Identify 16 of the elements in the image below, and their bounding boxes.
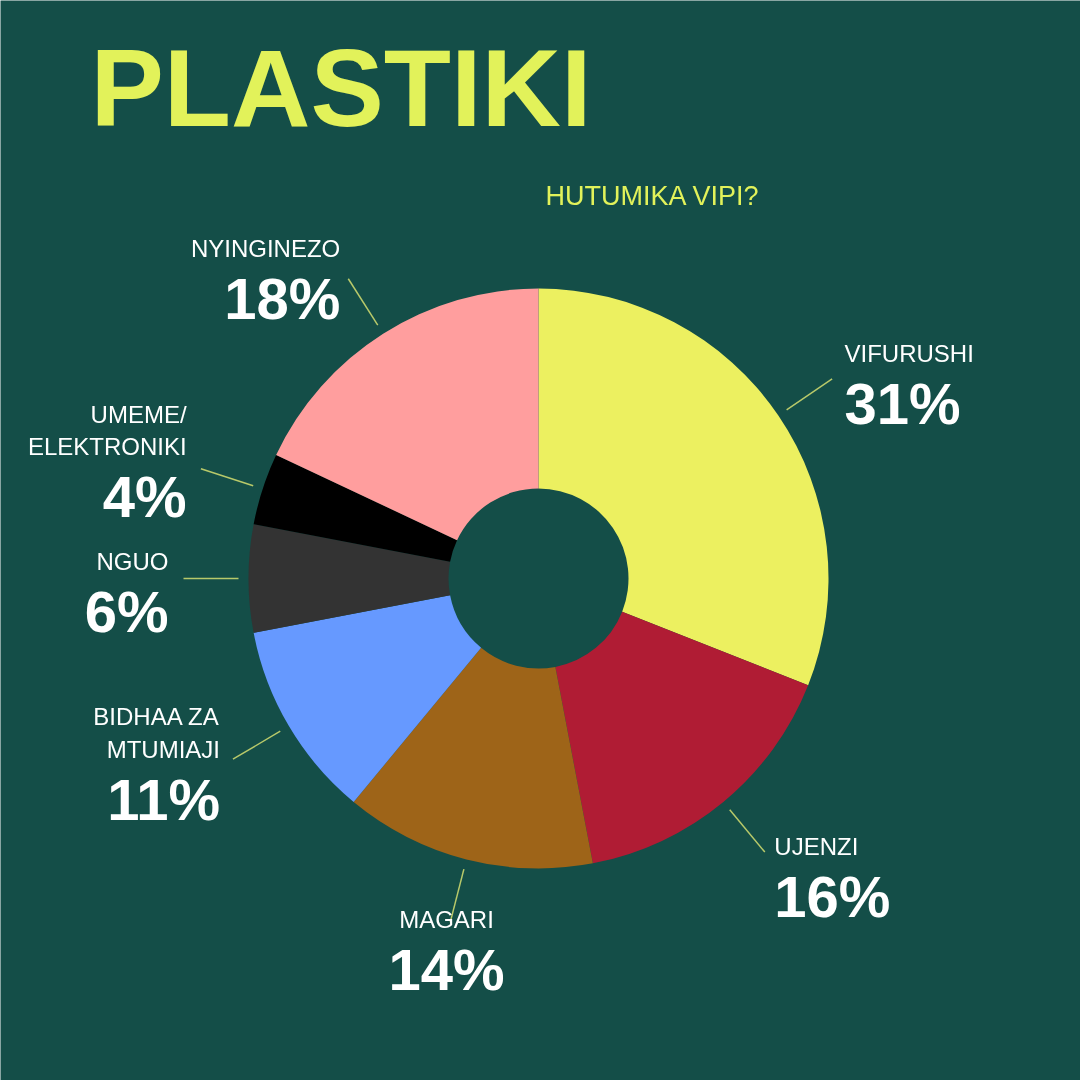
data-label: 31% xyxy=(844,370,961,436)
data-label: 18% xyxy=(224,266,341,332)
slice-label: BIDHAA ZA MTUMIAJI xyxy=(93,703,221,763)
slice-label: MAGARI xyxy=(399,905,494,933)
data-label: 16% xyxy=(774,863,891,929)
data-label: 11% xyxy=(107,766,221,832)
data-label: 4% xyxy=(102,464,187,530)
slice-label: VIFURUSHI xyxy=(844,339,974,367)
chart-title: PLASTIKI xyxy=(90,25,592,149)
chart-subtitle: HUTUMIKA VIPI? xyxy=(545,180,759,211)
slice-label: UMEME/ ELEKTRONIKI xyxy=(27,400,187,461)
slice-label: NGUO xyxy=(96,547,169,575)
slice-label: UJENZI xyxy=(774,832,859,860)
slice-label: NYINGINEZO xyxy=(190,235,341,263)
data-label: 6% xyxy=(84,578,169,644)
data-label: 14% xyxy=(388,936,505,1002)
